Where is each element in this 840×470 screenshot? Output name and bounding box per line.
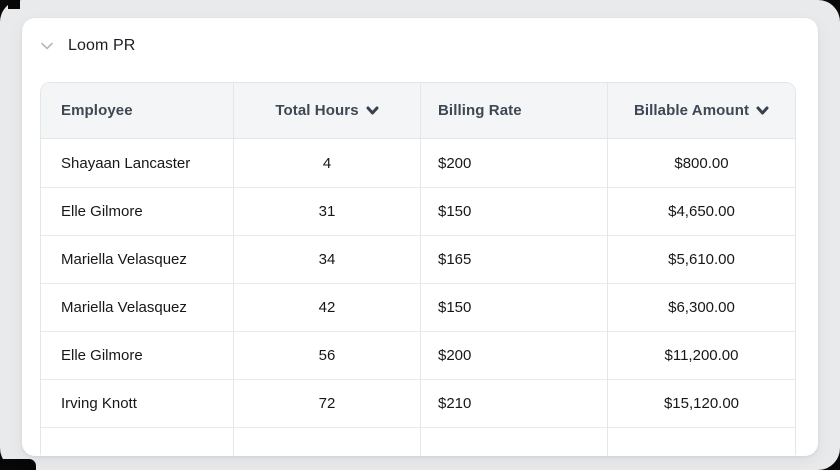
cell-billing-rate: $200 [420, 139, 607, 187]
cell-billing-rate: $165 [420, 236, 607, 283]
column-header-billing-rate[interactable]: Billing Rate [420, 83, 607, 138]
cell-billable-amount: $11,200.00 [607, 332, 795, 379]
cell-employee: Elle Gilmore [61, 203, 143, 220]
column-header-employee[interactable]: Employee [61, 102, 133, 119]
loom-pr-card: Loom PR Employee Total Hours Billing Rat… [22, 18, 818, 456]
cell-employee: Mariella Velasquez [61, 251, 187, 268]
corner-black-top-left [8, 0, 20, 9]
cell-total-hours: 34 [233, 236, 420, 283]
cell-employee: Mariella Velasquez [61, 299, 187, 316]
cell-billable-amount: $800.00 [607, 139, 795, 187]
cell-billable-amount: $4,650.00 [607, 188, 795, 235]
sort-desc-icon [756, 105, 769, 116]
cell-billing-rate: $200 [420, 332, 607, 379]
cell-employee: Shayaan Lancaster [61, 154, 191, 172]
cell-billable-amount: $5,610.00 [607, 236, 795, 283]
chevron-down-icon [39, 38, 55, 54]
cell-total-hours: 4 [233, 139, 420, 187]
sort-desc-icon [366, 105, 379, 116]
table-header-row: Employee Total Hours Billing Rate Billab… [41, 83, 795, 139]
column-header-billable-amount[interactable]: Billable Amount [607, 83, 795, 138]
table-row: Elle Gilmore 56 $200 $11,200.00 [41, 331, 795, 379]
cell-total-hours: 56 [233, 332, 420, 379]
corner-black-bottom-left [0, 459, 36, 470]
card-header: Loom PR [22, 18, 818, 74]
table-row: Irving Knott 72 $210 $15,120.00 [41, 379, 795, 427]
table-row: Mariella Velasquez 42 $150 $6,300.00 [41, 283, 795, 331]
table-row: Shayaan Lancaster 4 $200 $800.00 [41, 139, 795, 187]
table-row: Mariella Velasquez 34 $165 $5,610.00 [41, 235, 795, 283]
collapse-section-button[interactable] [30, 29, 64, 63]
cell-billing-rate: $150 [420, 284, 607, 331]
cell-billing-rate: $150 [420, 188, 607, 235]
page-title: Loom PR [68, 37, 136, 54]
cell-employee: Irving Knott [61, 395, 137, 412]
cell-employee: Elle Gilmore [61, 347, 143, 364]
cell-billable-amount: $15,120.00 [607, 380, 795, 427]
table-row-clipped [41, 427, 795, 456]
table-row: Elle Gilmore 31 $150 $4,650.00 [41, 187, 795, 235]
cell-billable-amount: $6,300.00 [607, 284, 795, 331]
cell-total-hours: 72 [233, 380, 420, 427]
corner-black-top-right [832, 0, 838, 4]
cell-total-hours: 31 [233, 188, 420, 235]
billing-table: Employee Total Hours Billing Rate Billab… [40, 82, 796, 456]
cell-billing-rate: $210 [420, 380, 607, 427]
cell-total-hours: 42 [233, 284, 420, 331]
column-header-total-hours[interactable]: Total Hours [233, 83, 420, 138]
